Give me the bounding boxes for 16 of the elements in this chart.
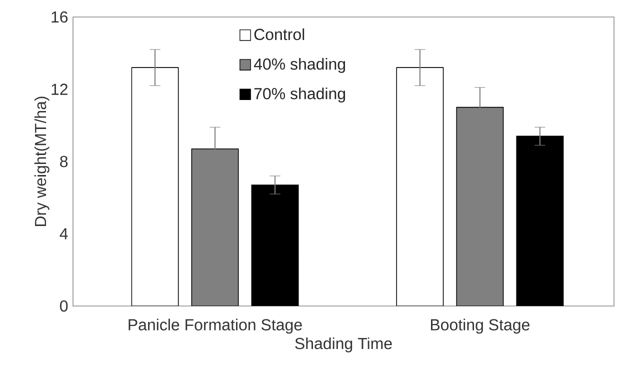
y-axis-title: Dry weight(MT/ha) <box>34 96 50 226</box>
legend-label: Control <box>254 28 304 40</box>
y-tick-label: 8 <box>60 156 68 168</box>
y-tick-label: 4 <box>60 228 68 240</box>
x-axis-title: Shading Time <box>295 337 392 352</box>
x-tick-label: Booting Stage <box>431 318 530 334</box>
y-tick-label: 16 <box>52 11 68 23</box>
x-tick-label: Panicle Formation Stage <box>128 318 302 334</box>
y-tick-label: 12 <box>52 84 68 95</box>
legend-label: 70% shading <box>254 88 346 102</box>
legend-label: 40% shading <box>254 58 346 73</box>
bar <box>131 67 179 306</box>
y-tick-label: 0 <box>60 300 68 312</box>
bar <box>456 106 504 306</box>
bar <box>191 148 239 306</box>
bar <box>396 67 444 306</box>
